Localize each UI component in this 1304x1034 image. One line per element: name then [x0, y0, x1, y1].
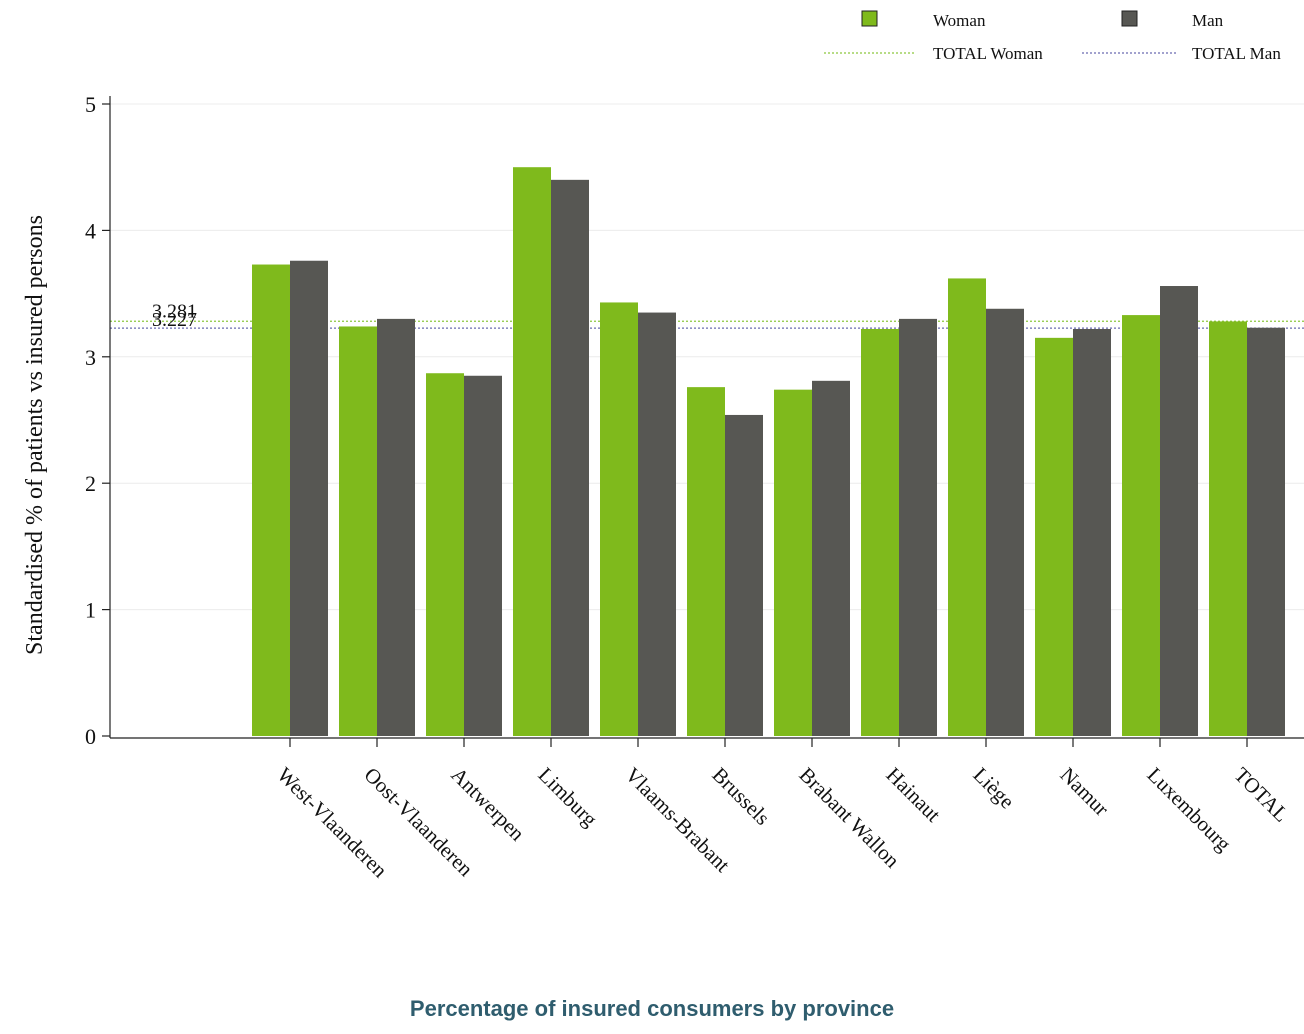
legend-label-total-woman: TOTAL Woman [933, 44, 1043, 63]
bar-woman [861, 328, 899, 736]
y-tick-label: 3 [85, 345, 96, 370]
y-tick-label: 5 [85, 92, 96, 117]
bars [252, 167, 1285, 737]
bar-man [899, 318, 937, 736]
x-tick-label: Luxembourg [1142, 763, 1236, 857]
x-tick-label: Limburg [533, 763, 602, 832]
legend-label-total-man: TOTAL Man [1192, 44, 1281, 63]
chart-title: Percentage of insured consumers by provi… [409, 996, 895, 1021]
y-tick-label: 1 [85, 598, 96, 623]
bar-man [1073, 328, 1111, 736]
bar-woman [948, 278, 986, 736]
reference-line-label: 3.281 [152, 300, 197, 322]
bar-man [1247, 327, 1285, 736]
bar-woman [774, 389, 812, 736]
bar-man [812, 380, 850, 736]
y-ticks: 0 1 2 3 4 5 [85, 92, 110, 749]
bar-man [725, 414, 763, 736]
legend-label-man: Man [1192, 11, 1224, 30]
bar-man [377, 318, 415, 736]
bar-woman [687, 387, 725, 736]
bar-man [986, 308, 1024, 736]
bar-man [638, 312, 676, 736]
legend-swatch-woman [861, 10, 878, 27]
bar-man [1160, 286, 1198, 736]
y-tick-label: 0 [85, 724, 96, 749]
bar-woman [513, 167, 551, 736]
x-tick-label: Antwerpen [446, 763, 529, 846]
legend-swatch-man [1121, 10, 1138, 27]
bar-woman [1122, 315, 1160, 736]
axes [109, 96, 1304, 739]
bar-man [290, 260, 328, 736]
bar-woman [339, 326, 377, 736]
legend-label-woman: Woman [933, 11, 986, 30]
bar-man [551, 179, 589, 737]
x-tick-label: Liège [968, 763, 1019, 814]
legend: Woman Man TOTAL Woman TOTAL Man [824, 10, 1281, 63]
y-tick-label: 2 [85, 471, 96, 496]
y-tick-label: 4 [85, 218, 96, 243]
y-axis-label: Standardised % of patients vs insured pe… [22, 215, 48, 655]
bar-woman [1035, 337, 1073, 736]
x-tick-label: Namur [1055, 763, 1113, 821]
bar-woman [426, 373, 464, 736]
x-tick-label: Brussels [707, 763, 774, 830]
reference-line-label: 3.227 [152, 309, 197, 331]
bar-woman [600, 302, 638, 736]
bar-woman [1209, 321, 1247, 736]
bar-man [464, 375, 502, 736]
x-tick-label: TOTAL [1229, 763, 1293, 827]
bar-woman [252, 264, 290, 736]
x-tick-label: Hainaut [881, 763, 945, 827]
